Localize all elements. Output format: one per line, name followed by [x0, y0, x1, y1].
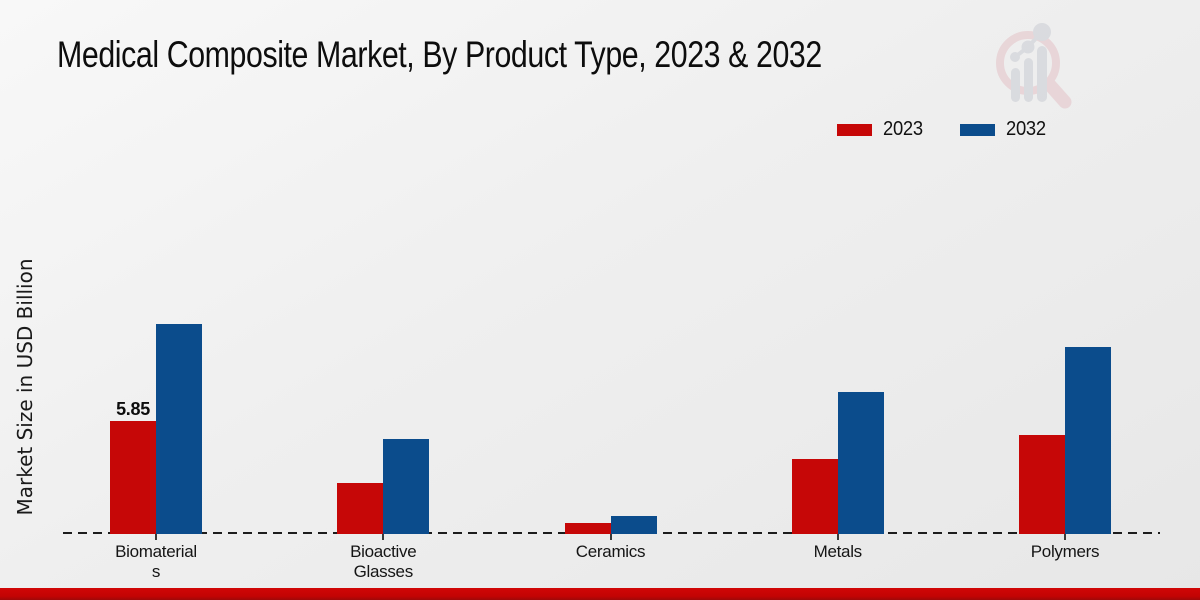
x-label-polymers: Polymers — [1030, 542, 1100, 561]
bar-2023-ceramics — [564, 523, 611, 534]
legend-swatch-2032 — [960, 123, 996, 136]
bottom-accent-bar — [0, 588, 1200, 600]
bar-2032-bioactive-glasses — [383, 439, 430, 534]
x-tick-polymers — [1064, 534, 1066, 540]
bar-2023-bioactive-glasses — [337, 483, 384, 534]
x-tick-ceramics — [609, 534, 612, 540]
chart-title: Medical Composite Market, By Product Typ… — [57, 34, 822, 75]
legend-label-2023: 2023 — [883, 118, 923, 140]
bar-2023-polymers — [1019, 435, 1065, 534]
legend-swatch-2023 — [837, 123, 872, 136]
bar-2023-biomaterials — [110, 421, 156, 534]
x-label-metals: Metals — [813, 542, 863, 561]
brand-watermark-icon — [996, 23, 1072, 109]
legend-item-2032: 2032 — [960, 118, 1049, 141]
x-label-ceramics: Ceramics — [575, 542, 646, 561]
x-label-bioactive-glasses: Bioactive Glasses — [350, 542, 417, 582]
bar-2032-polymers — [1065, 347, 1111, 534]
legend-label-2032: 2032 — [1006, 118, 1047, 140]
bar-2023-metals — [791, 459, 838, 534]
bar-value-label: 5.85 — [116, 399, 150, 419]
bar-2032-biomaterials — [156, 324, 202, 534]
legend-item-2023: 2023 — [837, 118, 926, 141]
x-tick-metals — [836, 534, 839, 540]
legend: 2023 2032 — [837, 118, 1050, 141]
bar-2032-ceramics — [610, 516, 657, 534]
bar-2032-metals — [837, 392, 884, 534]
x-tick-biomaterials — [155, 534, 157, 540]
x-tick-bioactive-glasses — [382, 534, 385, 540]
x-label-biomaterials: Biomaterial s — [115, 542, 197, 582]
